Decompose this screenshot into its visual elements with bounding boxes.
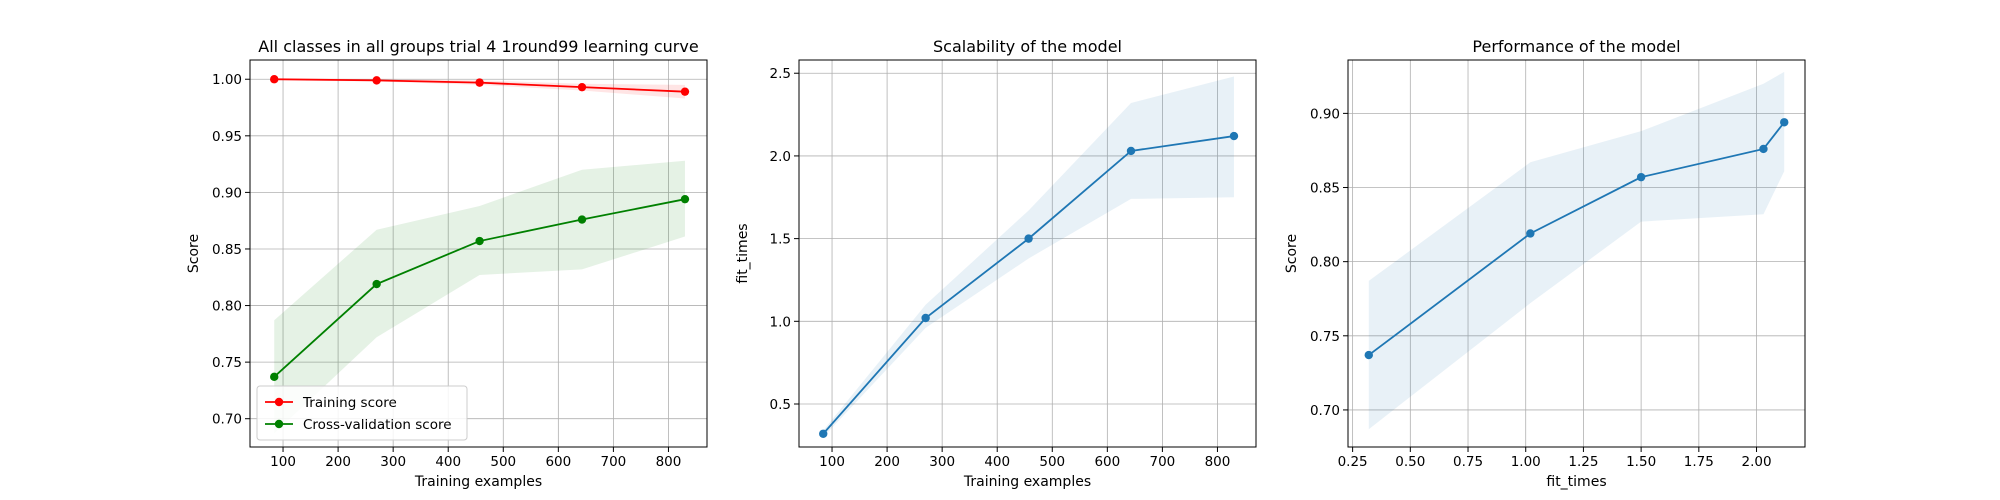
- y-tick-label: 0.85: [1310, 181, 1340, 197]
- data-point: [1024, 234, 1033, 243]
- x-tick-label: 700: [1150, 454, 1176, 470]
- x-tick-label: 300: [929, 454, 955, 470]
- chart-title: Performance of the model: [1472, 37, 1680, 56]
- y-tick-label: 0.90: [1310, 106, 1340, 122]
- data-point: [1126, 146, 1136, 156]
- x-tick-label: 1.25: [1568, 454, 1598, 470]
- x-tick-label: 1.75: [1684, 454, 1714, 470]
- data-point: [1526, 229, 1535, 238]
- legend: Training score Cross-validation score: [256, 385, 468, 441]
- y-tick-label: 0.75: [1310, 329, 1340, 345]
- y-tick-label: 2.5: [770, 66, 791, 82]
- data-point: [372, 279, 381, 289]
- axes-frame: [249, 59, 708, 448]
- x-tick-label: 100: [270, 454, 296, 470]
- series-band-2: [274, 160, 685, 434]
- chart-title: Scalability of the model: [933, 37, 1122, 56]
- x-tick-label: 400: [435, 454, 461, 470]
- legend-box: [256, 385, 468, 441]
- y-tick-label: 2.0: [770, 149, 791, 165]
- data-point: [819, 429, 828, 438]
- y-tick-label: 0.90: [212, 185, 242, 201]
- x-tick-label: 800: [1205, 454, 1231, 470]
- data-point: [1780, 118, 1789, 127]
- x-axis-label: fit_times: [1546, 474, 1606, 490]
- x-tick-label: 0.75: [1453, 454, 1483, 470]
- data-point: [270, 75, 279, 84]
- data-point: [680, 87, 690, 96]
- x-tick-label: 400: [984, 454, 1010, 470]
- plot-area: [819, 76, 1239, 438]
- legend-swatch-marker: [274, 419, 284, 429]
- y-tick-label: 0.85: [212, 242, 242, 258]
- data-point: [475, 236, 484, 246]
- x-tick-label: 600: [1094, 454, 1120, 470]
- data-point: [680, 194, 690, 204]
- legend-label: Cross-validation score: [303, 417, 452, 433]
- y-tick-label: 0.5: [770, 397, 791, 413]
- x-tick-label: 200: [325, 454, 351, 470]
- plot-area: [270, 75, 690, 434]
- y-axis-label: Score: [1284, 234, 1300, 273]
- y-tick-label: 0.70: [1310, 403, 1340, 419]
- x-tick-label: 0.50: [1395, 454, 1425, 470]
- x-tick-label: 800: [656, 454, 682, 470]
- chart-panel-1: 100 200 300 400 500 600 700 800 0.70 0.75 0.80 0.85…: [186, 37, 708, 490]
- plot-area: [1364, 71, 1789, 430]
- data-point: [577, 215, 587, 224]
- y-tick-label: 1.0: [770, 314, 791, 330]
- data-point: [577, 82, 587, 92]
- chart-panel-2: 100 200 300 400 500 600 700 800 0.5 1.0 1.5 2.0 2.5 S…: [735, 37, 1257, 490]
- y-tick-label: 0.95: [212, 129, 242, 145]
- chart-panel-3: 0.25 0.50 0.75 1.00 1.25 1.50 1.75 2.00 0.70 0.75…: [1284, 37, 1806, 490]
- x-axis-label: Training examples: [963, 474, 1091, 490]
- series-band-1: [823, 76, 1234, 438]
- data-point: [372, 76, 381, 85]
- legend-swatch-marker: [274, 397, 284, 407]
- x-tick-label: 500: [1039, 454, 1065, 470]
- x-tick-label: 200: [874, 454, 900, 470]
- x-tick-label: 500: [490, 454, 516, 470]
- y-tick-label: 0.80: [212, 299, 242, 315]
- data-point: [475, 78, 484, 87]
- data-point: [1759, 144, 1768, 154]
- x-tick-label: 700: [601, 454, 627, 470]
- y-tick-label: 0.75: [212, 355, 242, 371]
- data-point: [921, 313, 930, 323]
- y-tick-label: 1.00: [212, 72, 242, 88]
- data-point: [1636, 172, 1646, 182]
- chart-title: All classes in all groups trial 4 1round…: [258, 37, 698, 56]
- y-axis-label: Score: [186, 234, 202, 273]
- y-tick-label: 1.5: [770, 232, 791, 248]
- data-point: [1364, 350, 1373, 360]
- data-point: [1229, 131, 1239, 141]
- data-point: [270, 372, 279, 382]
- x-tick-label: 100: [819, 454, 845, 470]
- legend-label: Training score: [302, 395, 397, 411]
- series-band-1: [1368, 71, 1785, 430]
- axes-frame: [1347, 59, 1806, 448]
- y-tick-label: 0.70: [212, 412, 242, 428]
- x-tick-label: 1.50: [1626, 454, 1656, 470]
- x-tick-label: 600: [545, 454, 571, 470]
- y-axis-label: fit_times: [735, 223, 751, 283]
- x-tick-label: 2.00: [1741, 454, 1771, 470]
- x-tick-label: 300: [380, 454, 406, 470]
- x-axis-label: Training examples: [414, 474, 542, 490]
- x-tick-label: 0.25: [1338, 454, 1368, 470]
- x-tick-label: 1.00: [1511, 454, 1541, 470]
- axes-frame: [798, 59, 1257, 448]
- y-tick-label: 0.80: [1310, 255, 1340, 271]
